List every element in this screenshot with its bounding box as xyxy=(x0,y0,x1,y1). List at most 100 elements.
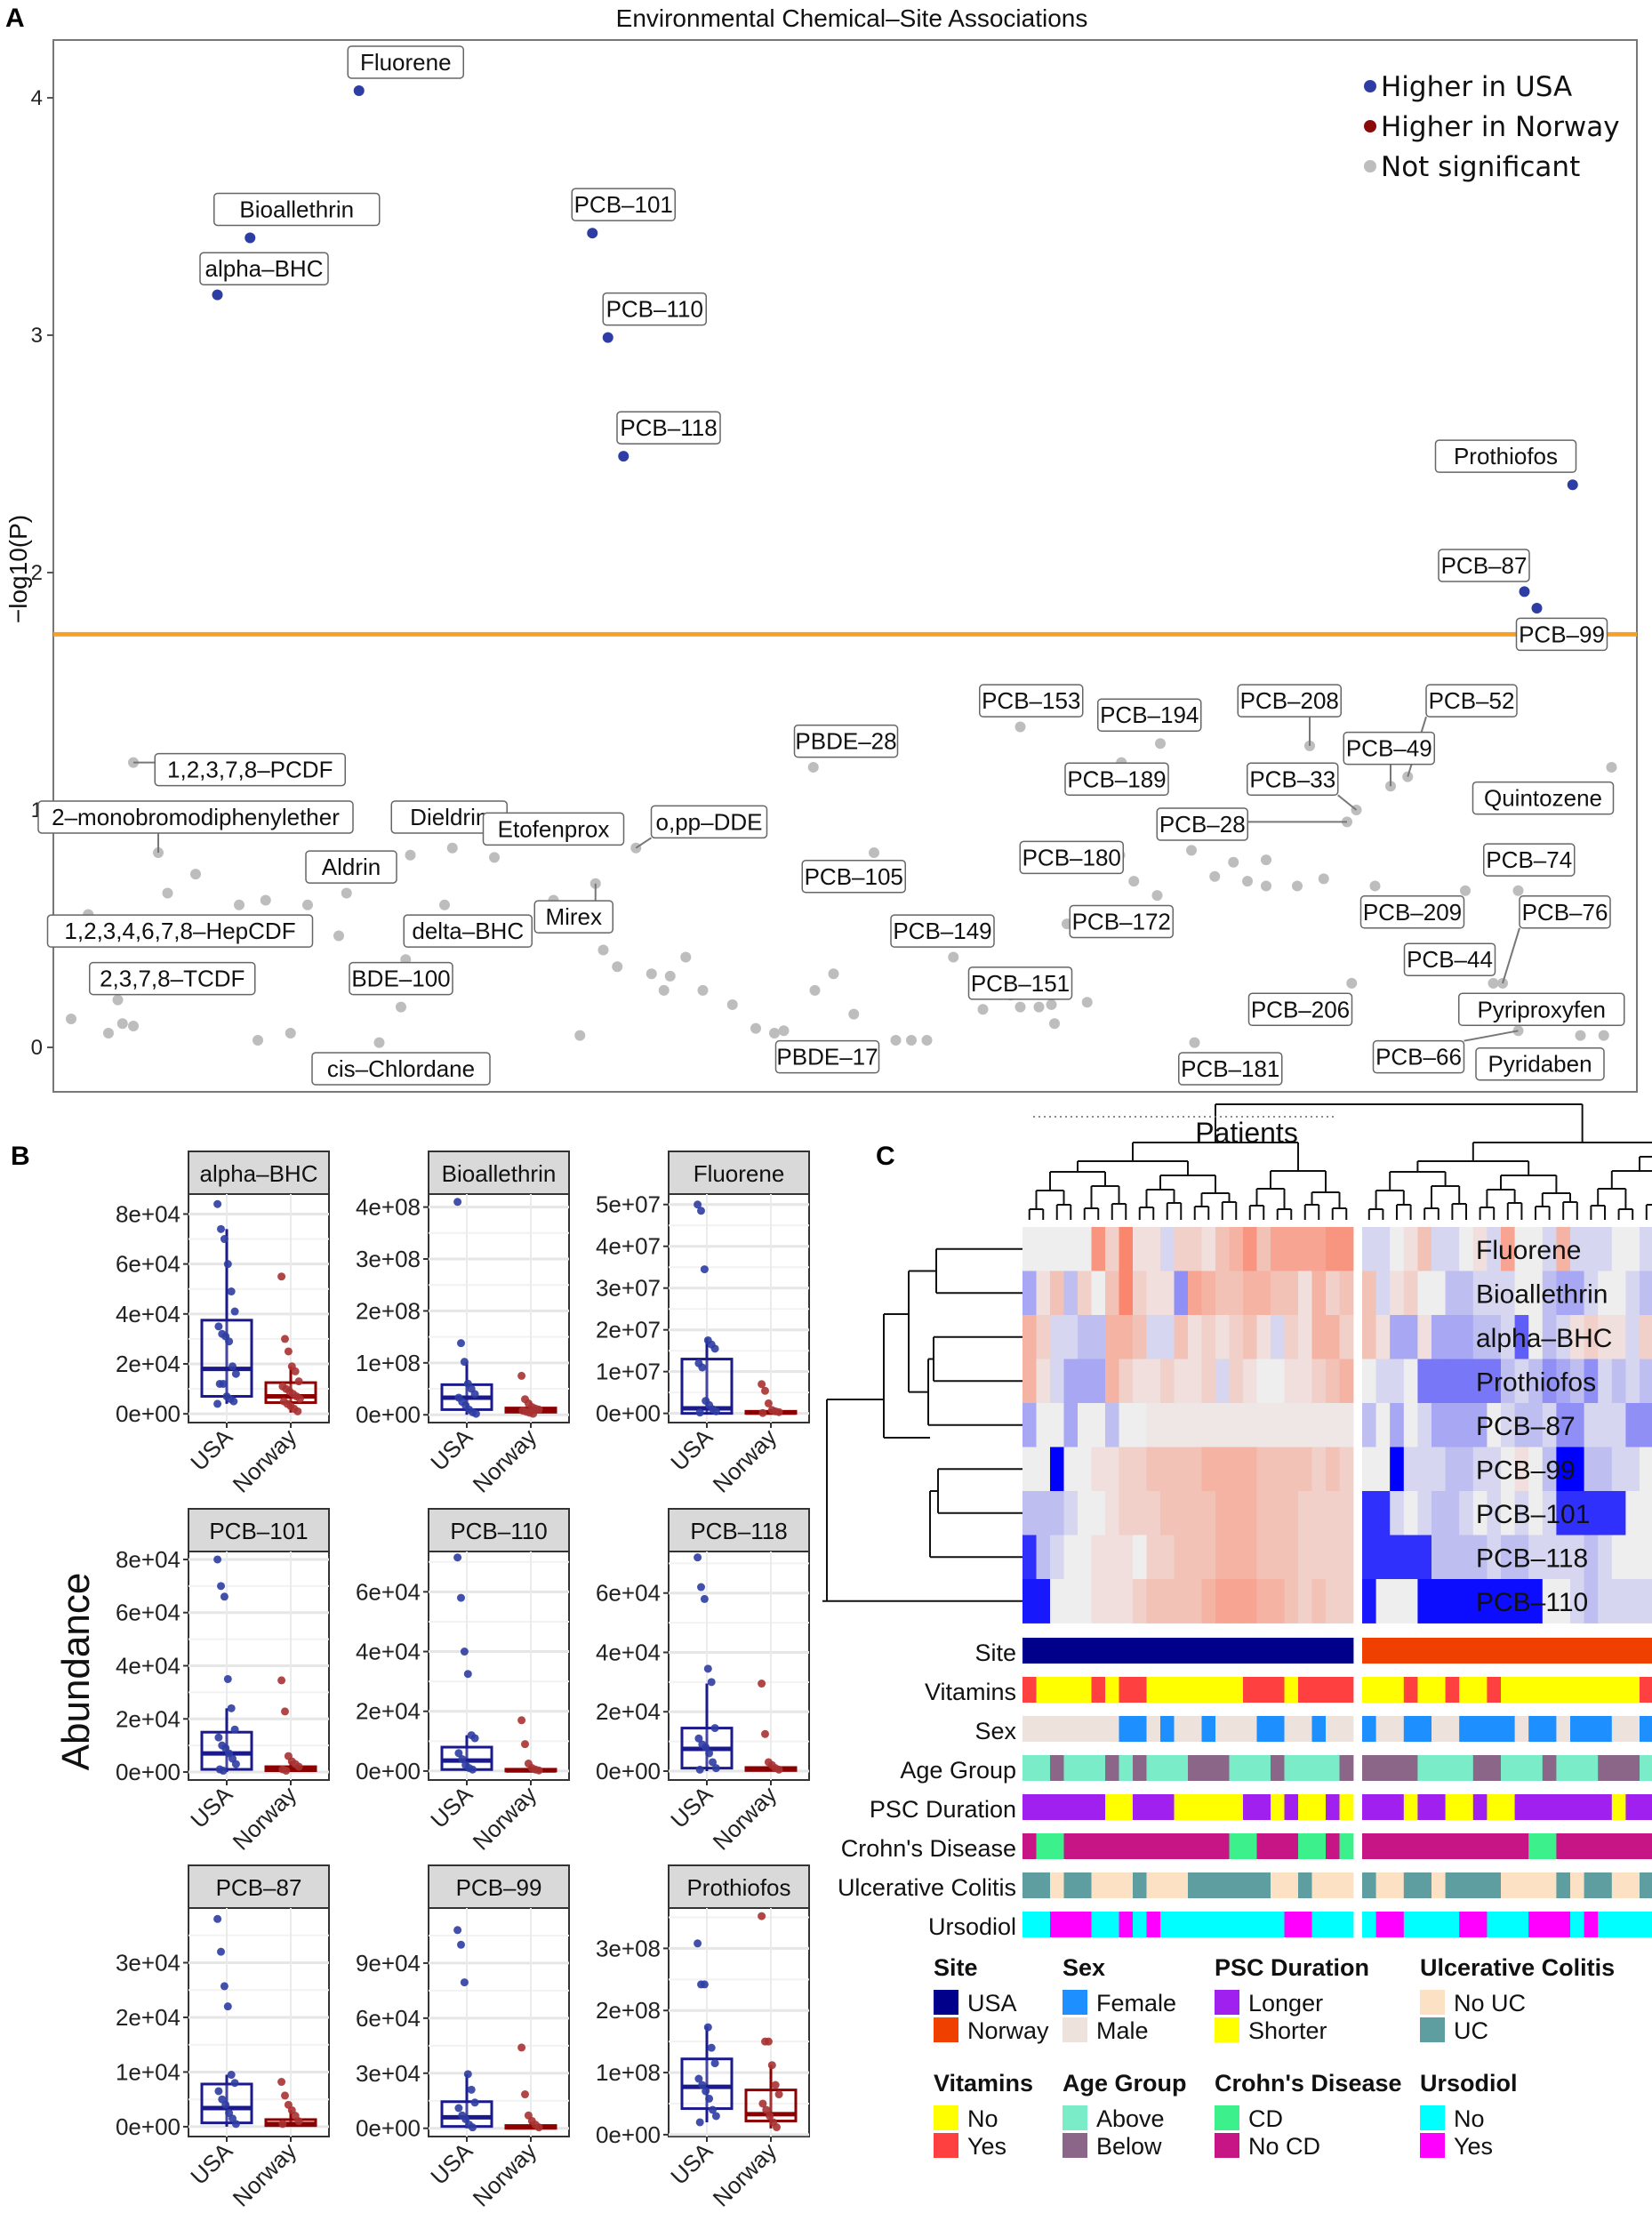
point-label: PCB–76 xyxy=(1522,899,1608,926)
point-label: PCB–105 xyxy=(805,863,903,890)
jitter-point xyxy=(517,1716,526,1725)
annotation-cell xyxy=(1339,1912,1354,1937)
annotation-cell xyxy=(1625,1677,1640,1703)
point-label: PCB–206 xyxy=(1251,996,1350,1022)
point-label: 1,2,3,4,6,7,8–HepCDF xyxy=(64,918,295,944)
heatmap-cell xyxy=(1339,1579,1354,1624)
annotation-cell xyxy=(1119,1794,1134,1820)
jitter-point xyxy=(697,1207,705,1215)
annotation-cell xyxy=(1339,1677,1354,1703)
heatmap-cell xyxy=(1174,1271,1189,1316)
heatmap-cell xyxy=(1256,1271,1271,1316)
legend-dot xyxy=(1364,80,1376,92)
heatmap-cell xyxy=(1201,1447,1216,1492)
jitter-point xyxy=(694,1553,702,1562)
data-point xyxy=(260,894,271,906)
heatmap-cell xyxy=(1501,1579,1515,1624)
point-label-box xyxy=(154,752,346,787)
heatmap-cell xyxy=(1119,1315,1134,1359)
point-label: PCB–44 xyxy=(1407,946,1493,973)
heatmap-cell xyxy=(1284,1359,1299,1404)
heatmap-cell xyxy=(1188,1535,1202,1580)
heatmap-cell xyxy=(1133,1579,1147,1624)
heatmap-cell xyxy=(1091,1403,1106,1447)
annotation-cell xyxy=(1078,1794,1092,1820)
annotation-cell xyxy=(1298,1794,1312,1820)
heatmap-cell xyxy=(1375,1315,1391,1359)
heatmap-cell xyxy=(1542,1579,1557,1624)
jitter-point xyxy=(758,1380,766,1389)
data-point-ns xyxy=(778,1025,790,1037)
annotation-cell xyxy=(1243,1794,1257,1820)
annotation-cell xyxy=(1514,1794,1529,1820)
annotation-cell xyxy=(1036,1912,1051,1937)
annotation-cell xyxy=(1611,1755,1626,1781)
point-label: PCB–49 xyxy=(1346,735,1432,762)
data-point-ns xyxy=(948,951,959,963)
point-label: PCB–151 xyxy=(971,970,1070,997)
annotation-cell xyxy=(1417,1638,1432,1664)
jitter-point xyxy=(217,1582,225,1591)
heatmap-cell xyxy=(1091,1315,1106,1359)
heatmap-cell xyxy=(1339,1535,1354,1580)
y-tick-label: 4e+04 xyxy=(116,1653,180,1680)
heatmap-cell xyxy=(1403,1271,1418,1316)
data-point xyxy=(1033,1001,1045,1013)
annotation-cell xyxy=(1375,1677,1391,1703)
heatmap-cell xyxy=(1339,1271,1354,1316)
data-point xyxy=(333,930,344,942)
heatmap-cell xyxy=(1417,1403,1432,1447)
annotation-cell xyxy=(1091,1755,1106,1781)
annotation-cell xyxy=(1188,1833,1202,1859)
heatmap-cell xyxy=(1298,1315,1312,1359)
heatmap-cell xyxy=(1256,1359,1271,1404)
annotation-cell xyxy=(1640,1677,1652,1703)
annotation-cell xyxy=(1445,1912,1460,1937)
boxplot-grid: Abundance alpha–BHC 0e+00 2e+04 4e+04 6e+04 8… xyxy=(54,1151,810,2212)
annotation-cell xyxy=(1390,1794,1405,1820)
heatmap-cell xyxy=(1598,1227,1613,1271)
heatmap-cell xyxy=(1022,1227,1037,1271)
heatmap-cell xyxy=(1556,1491,1571,1535)
annotation-cell xyxy=(1298,1872,1312,1898)
jitter-point xyxy=(761,1729,769,1738)
y-tick-label: 2e+04 xyxy=(356,1698,421,1725)
data-point xyxy=(848,1008,860,1020)
facet-strip xyxy=(188,1151,330,1195)
jitter-point xyxy=(214,2087,223,2096)
annotation-cell xyxy=(1542,1755,1557,1781)
annotation-cell xyxy=(1256,1755,1271,1781)
annotation-cell xyxy=(1431,1912,1446,1937)
annotation-cell xyxy=(1146,1716,1161,1742)
annotation-cell xyxy=(1339,1872,1354,1898)
jitter-point xyxy=(766,2112,774,2121)
heatmap-cell xyxy=(1487,1535,1502,1580)
annotation-cell xyxy=(1584,1833,1599,1859)
point-label: 2–monobromodiphenylether xyxy=(52,804,340,830)
annotation-cell xyxy=(1050,1638,1064,1664)
heatmap-cell xyxy=(1229,1271,1244,1316)
heatmap-cell xyxy=(1146,1491,1161,1535)
annotation-cell xyxy=(1375,1638,1391,1664)
annotation-cell xyxy=(1326,1794,1340,1820)
annotation-cell xyxy=(1174,1716,1189,1742)
y-tick-label: 2e+07 xyxy=(596,1317,661,1343)
jitter-point xyxy=(469,2123,477,2132)
jitter-point xyxy=(762,2105,771,2114)
annotation-cell xyxy=(1022,1716,1037,1742)
heatmap-cell xyxy=(1326,1535,1340,1580)
annotation-cell xyxy=(1215,1677,1230,1703)
annotation-cell xyxy=(1611,1677,1626,1703)
heatmap-cell xyxy=(1417,1227,1432,1271)
heatmap-cell xyxy=(1036,1271,1051,1316)
heatmap-cell xyxy=(1036,1579,1051,1624)
jitter-point xyxy=(281,1335,289,1343)
heatmap-cell xyxy=(1640,1271,1652,1316)
y-tick-label: 6e+04 xyxy=(116,1600,180,1626)
annotation-cell xyxy=(1174,1912,1189,1937)
legend-item-label: USA xyxy=(967,1990,1017,2017)
heatmap-cell xyxy=(1160,1315,1175,1359)
legend-item-label: UC xyxy=(1454,2017,1488,2044)
data-point-usa xyxy=(212,289,223,301)
heatmap-cell xyxy=(1311,1491,1327,1535)
